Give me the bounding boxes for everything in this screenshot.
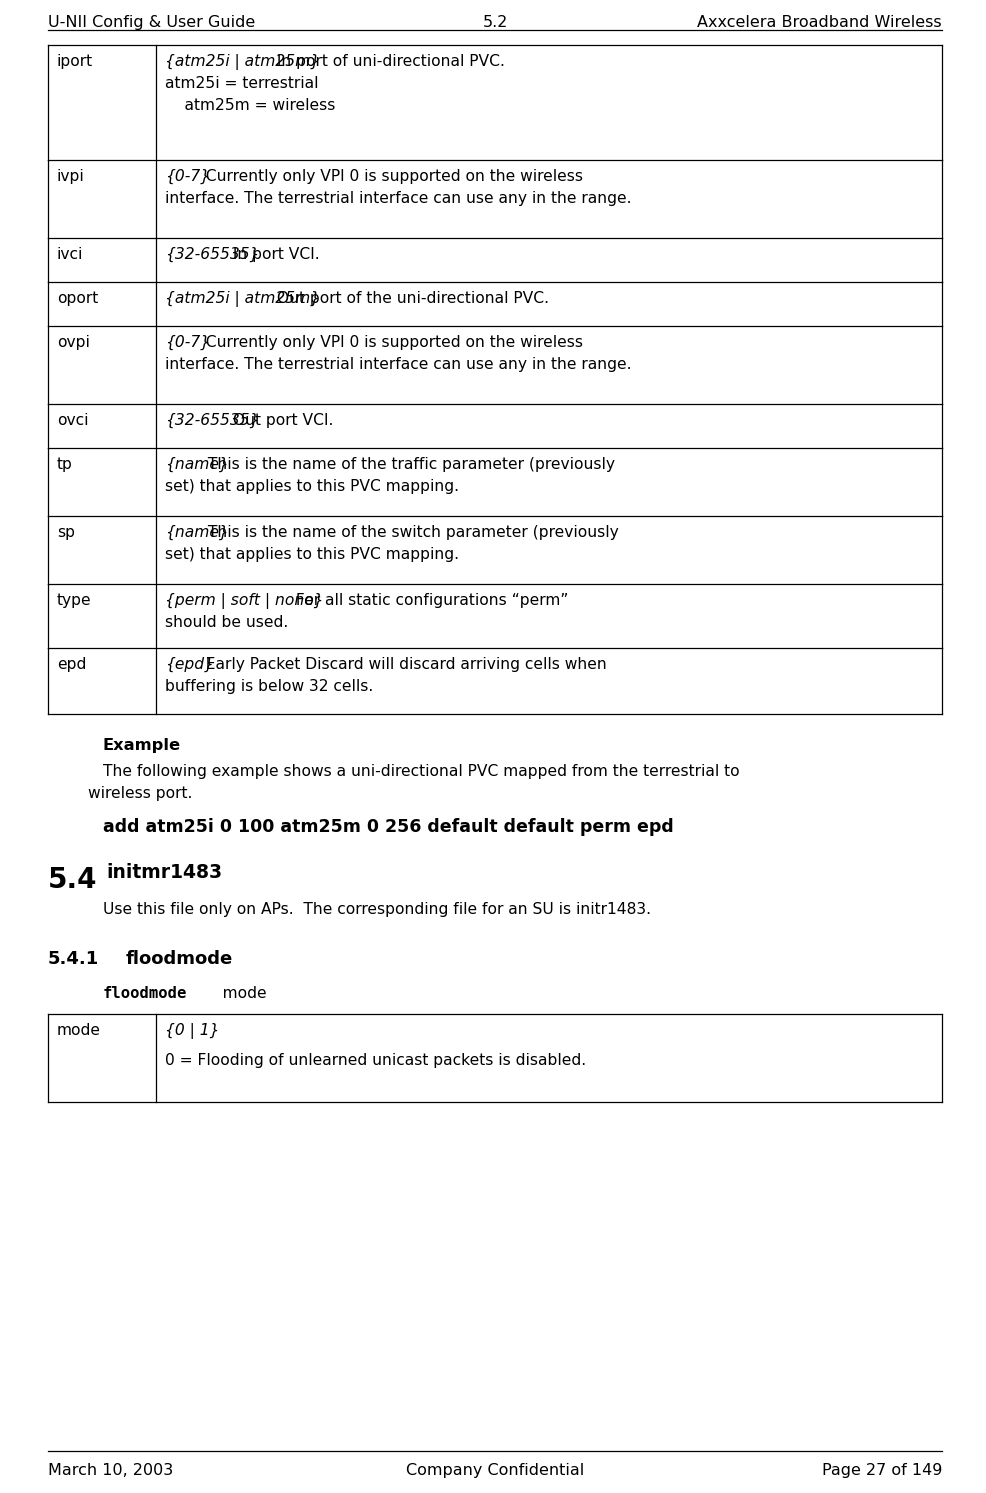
Text: Currently only VPI 0 is supported on the wireless: Currently only VPI 0 is supported on the…	[196, 334, 584, 349]
Text: atm25i = terrestrial: atm25i = terrestrial	[165, 76, 318, 91]
Text: Use this file only on APs.  The corresponding file for an SU is initr1483.: Use this file only on APs. The correspon…	[103, 902, 651, 917]
Text: interface. The terrestrial interface can use any in the range.: interface. The terrestrial interface can…	[165, 191, 631, 206]
Text: floodmode: floodmode	[126, 950, 234, 967]
Text: {name}: {name}	[165, 457, 229, 472]
Text: For all static configurations “perm”: For all static configurations “perm”	[291, 593, 568, 608]
Text: This is the name of the switch parameter (previously: This is the name of the switch parameter…	[203, 526, 618, 540]
Text: ivci: ivci	[57, 246, 84, 261]
Text: tp: tp	[57, 457, 73, 472]
Text: Out port of the uni-directional PVC.: Out port of the uni-directional PVC.	[272, 291, 549, 306]
Text: Axxcelera Broadband Wireless: Axxcelera Broadband Wireless	[697, 15, 942, 30]
Text: ovci: ovci	[57, 414, 89, 428]
Text: 5.2: 5.2	[482, 15, 508, 30]
Text: In port VCI.: In port VCI.	[228, 246, 319, 261]
Text: This is the name of the traffic parameter (previously: This is the name of the traffic paramete…	[203, 457, 615, 472]
Text: Example: Example	[103, 738, 181, 752]
Text: 5.4.1: 5.4.1	[48, 950, 100, 967]
Text: {0-7}: {0-7}	[165, 169, 210, 184]
Text: mode: mode	[57, 1023, 101, 1038]
Text: Currently only VPI 0 is supported on the wireless: Currently only VPI 0 is supported on the…	[196, 169, 584, 184]
Text: Early Packet Discard will discard arriving cells when: Early Packet Discard will discard arrivi…	[196, 657, 607, 672]
Text: {perm | soft | none}: {perm | soft | none}	[165, 593, 323, 609]
Text: iport: iport	[57, 54, 93, 69]
Text: type: type	[57, 593, 92, 608]
Text: 5.4: 5.4	[48, 866, 98, 894]
Text: {0-7}: {0-7}	[165, 334, 210, 351]
Text: U-NII Config & User Guide: U-NII Config & User Guide	[48, 15, 255, 30]
Text: atm25m = wireless: atm25m = wireless	[165, 99, 335, 113]
Text: {atm25i | atm25m}: {atm25i | atm25m}	[165, 54, 320, 70]
Text: buffering is below 32 cells.: buffering is below 32 cells.	[165, 679, 374, 694]
Text: wireless port.: wireless port.	[88, 785, 192, 802]
Text: sp: sp	[57, 526, 75, 540]
Text: {epd}: {epd}	[165, 657, 214, 672]
Text: {name}: {name}	[165, 526, 229, 540]
Text: {0 | 1}: {0 | 1}	[165, 1023, 220, 1039]
Text: The following example shows a uni-directional PVC mapped from the terrestrial to: The following example shows a uni-direct…	[103, 764, 740, 779]
Text: {32-65535}: {32-65535}	[165, 414, 259, 428]
Text: floodmode: floodmode	[103, 985, 187, 1000]
Text: add atm25i 0 100 atm25m 0 256 default default perm epd: add atm25i 0 100 atm25m 0 256 default de…	[103, 818, 673, 836]
Text: oport: oport	[57, 291, 99, 306]
Text: set) that applies to this PVC mapping.: set) that applies to this PVC mapping.	[165, 479, 459, 494]
Text: ivpi: ivpi	[57, 169, 85, 184]
Text: should be used.: should be used.	[165, 615, 288, 630]
Text: Company Confidential: Company Confidential	[406, 1463, 584, 1478]
Text: March 10, 2003: March 10, 2003	[48, 1463, 174, 1478]
Text: Page 27 of 149: Page 27 of 149	[821, 1463, 942, 1478]
Text: 0 = Flooding of unlearned unicast packets is disabled.: 0 = Flooding of unlearned unicast packet…	[165, 1053, 586, 1067]
Text: Out port VCI.: Out port VCI.	[228, 414, 333, 428]
Text: In port of uni-directional PVC.: In port of uni-directional PVC.	[272, 54, 505, 69]
Text: ovpi: ovpi	[57, 334, 90, 349]
Text: {32-65535}: {32-65535}	[165, 246, 259, 263]
Text: interface. The terrestrial interface can use any in the range.: interface. The terrestrial interface can…	[165, 357, 631, 372]
Text: set) that applies to this PVC mapping.: set) that applies to this PVC mapping.	[165, 546, 459, 561]
Text: initmr1483: initmr1483	[106, 863, 222, 882]
Text: {atm25i | atm25m}: {atm25i | atm25m}	[165, 291, 320, 308]
Text: mode: mode	[208, 985, 266, 1000]
Text: epd: epd	[57, 657, 87, 672]
